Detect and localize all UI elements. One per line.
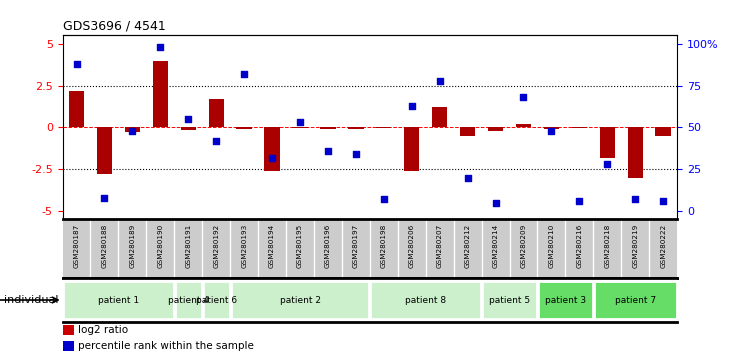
Text: GSM280207: GSM280207 — [436, 224, 442, 268]
Point — [601, 161, 613, 167]
Point — [71, 61, 82, 67]
FancyBboxPatch shape — [538, 281, 592, 319]
Text: log2 ratio: log2 ratio — [78, 325, 128, 335]
Point — [322, 148, 334, 154]
Text: patient 3: patient 3 — [545, 296, 586, 304]
Text: patient 8: patient 8 — [405, 296, 446, 304]
Text: patient 4: patient 4 — [168, 296, 209, 304]
FancyBboxPatch shape — [594, 281, 676, 319]
Point — [266, 155, 278, 160]
Text: GSM280209: GSM280209 — [520, 224, 526, 268]
Text: GSM280195: GSM280195 — [297, 224, 303, 268]
Point — [545, 128, 557, 133]
Bar — [208, 99, 224, 127]
Text: GSM280190: GSM280190 — [158, 224, 163, 268]
Bar — [96, 127, 112, 174]
FancyBboxPatch shape — [63, 281, 174, 319]
Bar — [460, 127, 475, 136]
Text: GSM280219: GSM280219 — [632, 224, 638, 268]
Bar — [628, 127, 643, 178]
Bar — [264, 127, 280, 171]
Point — [294, 120, 306, 125]
Text: GSM280193: GSM280193 — [241, 224, 247, 268]
Bar — [376, 127, 392, 128]
Text: GSM280206: GSM280206 — [408, 224, 415, 268]
Point — [183, 116, 194, 122]
Point — [406, 103, 417, 109]
Text: GDS3696 / 4541: GDS3696 / 4541 — [63, 20, 166, 33]
Text: patient 5: patient 5 — [489, 296, 530, 304]
Point — [573, 198, 585, 204]
Point — [517, 95, 529, 100]
Bar — [544, 127, 559, 129]
Bar — [320, 127, 336, 129]
Text: GSM280198: GSM280198 — [381, 224, 387, 268]
Point — [489, 200, 501, 206]
Point — [155, 44, 166, 50]
Text: GSM280218: GSM280218 — [604, 224, 610, 268]
FancyBboxPatch shape — [230, 281, 369, 319]
Bar — [656, 127, 670, 136]
Point — [434, 78, 445, 84]
Point — [378, 196, 389, 202]
Text: GSM280192: GSM280192 — [213, 224, 219, 268]
Bar — [63, 341, 74, 351]
Bar — [124, 127, 140, 132]
Text: GSM280189: GSM280189 — [130, 224, 135, 268]
Bar — [404, 127, 420, 171]
Text: GSM280196: GSM280196 — [325, 224, 331, 268]
Text: patient 7: patient 7 — [615, 296, 656, 304]
Text: GSM280194: GSM280194 — [269, 224, 275, 268]
Bar — [180, 127, 196, 130]
Bar — [69, 91, 84, 127]
Point — [657, 198, 669, 204]
Bar — [432, 107, 447, 127]
Text: GSM280222: GSM280222 — [660, 224, 666, 268]
FancyBboxPatch shape — [482, 281, 537, 319]
FancyBboxPatch shape — [370, 281, 481, 319]
Text: GSM280214: GSM280214 — [492, 224, 498, 268]
FancyBboxPatch shape — [203, 281, 230, 319]
Text: patient 2: patient 2 — [280, 296, 320, 304]
Text: patient 1: patient 1 — [98, 296, 139, 304]
Point — [210, 138, 222, 144]
Bar — [292, 127, 308, 128]
Bar — [63, 325, 74, 335]
Point — [127, 128, 138, 133]
Text: GSM280197: GSM280197 — [353, 224, 359, 268]
FancyBboxPatch shape — [175, 281, 202, 319]
Text: patient 6: patient 6 — [196, 296, 237, 304]
Bar — [488, 127, 503, 131]
Point — [629, 196, 641, 202]
Text: individual: individual — [4, 295, 58, 305]
Bar — [572, 127, 587, 128]
Text: GSM280216: GSM280216 — [576, 224, 582, 268]
Text: GSM280188: GSM280188 — [102, 224, 107, 268]
Text: GSM280191: GSM280191 — [185, 224, 191, 268]
Point — [99, 195, 110, 201]
Point — [350, 152, 362, 157]
Bar — [516, 124, 531, 127]
Text: GSM280187: GSM280187 — [74, 224, 79, 268]
Point — [461, 175, 473, 181]
Text: GSM280210: GSM280210 — [548, 224, 554, 268]
Text: percentile rank within the sample: percentile rank within the sample — [78, 341, 254, 351]
Bar — [236, 127, 252, 129]
Bar — [152, 61, 168, 127]
Bar — [348, 127, 364, 129]
Point — [238, 71, 250, 77]
Text: GSM280212: GSM280212 — [464, 224, 470, 268]
Bar — [600, 127, 615, 158]
